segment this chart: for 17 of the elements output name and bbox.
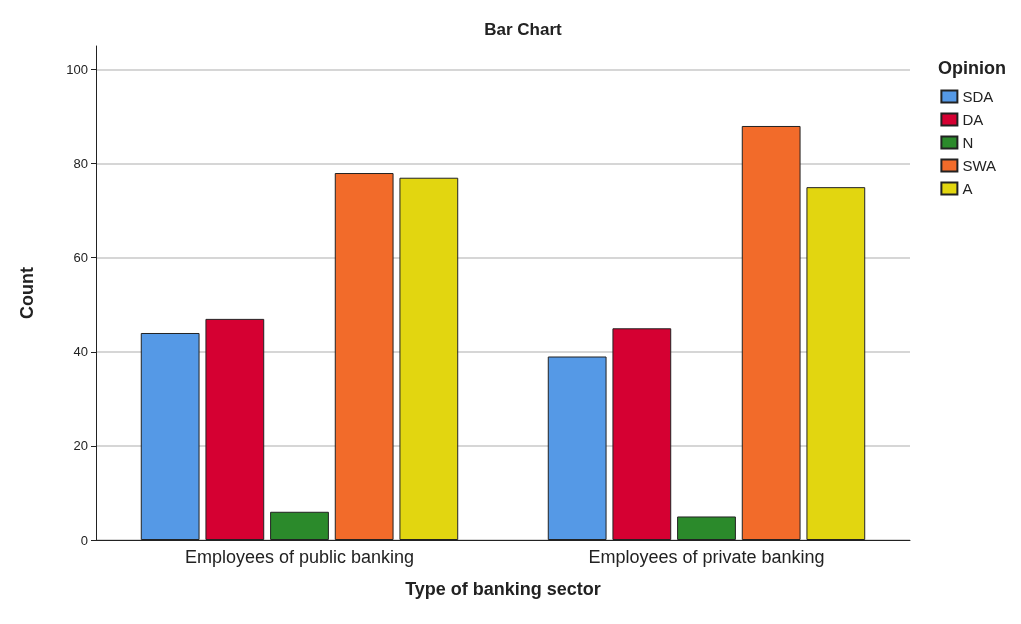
y-tick-label: 20 (73, 438, 88, 454)
x-tick-label: Employees of public banking (184, 547, 415, 567)
x-tick-label: Employees of private banking (588, 547, 825, 567)
chart-title: Bar Chart (484, 20, 563, 39)
legend-label: SDA (962, 88, 994, 105)
y-tick-label: 0 (80, 532, 88, 548)
legend-label: A (962, 180, 973, 197)
legend-label: N (962, 134, 974, 151)
legend-title: Opinion (938, 58, 1006, 78)
y-tick-label: 40 (73, 344, 88, 360)
legend-label: DA (962, 111, 984, 128)
y-axis-title: Count (17, 267, 37, 319)
x-axis-title: Type of banking sector (405, 579, 601, 599)
y-tick-label: 80 (73, 156, 88, 172)
y-tick-label: 100 (66, 62, 88, 78)
legend-label: SWA (962, 157, 997, 174)
y-tick-label: 60 (73, 250, 88, 266)
